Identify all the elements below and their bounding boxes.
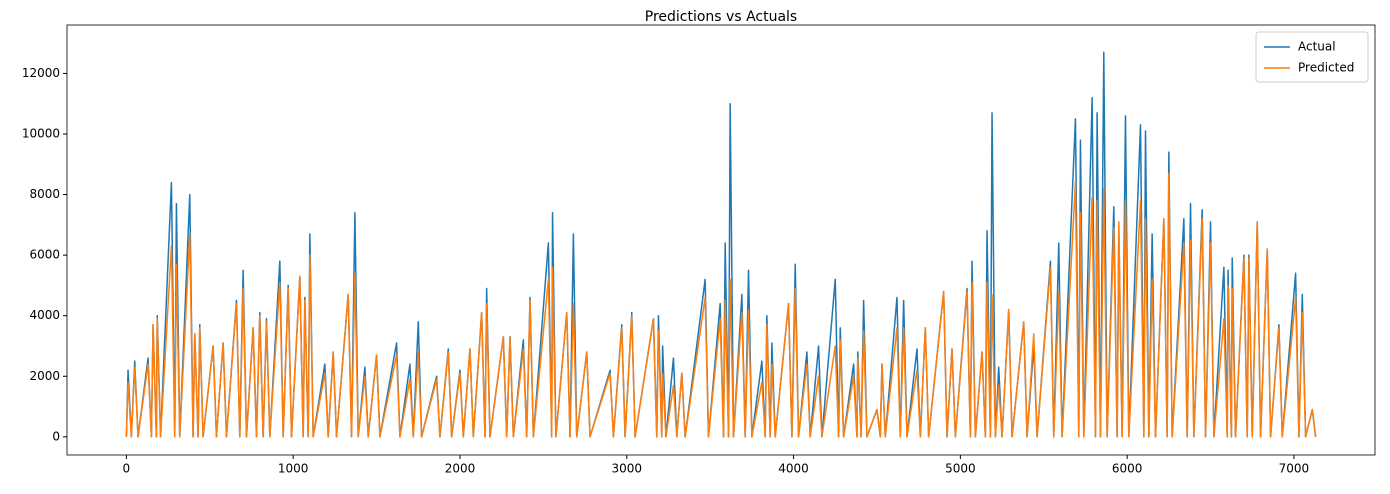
y-tick-label: 6000: [29, 248, 60, 262]
chart-title: Predictions vs Actuals: [645, 9, 797, 25]
y-tick-label: 4000: [29, 308, 60, 322]
x-tick-label: 2000: [445, 462, 476, 476]
plot-frame: [66, 24, 1376, 456]
x-tick-label: 0: [123, 462, 131, 476]
legend-label: Actual: [1298, 40, 1336, 54]
x-tick-label: 4000: [778, 462, 809, 476]
x-tick-label: 5000: [945, 462, 976, 476]
x-tick-label: 6000: [1112, 462, 1143, 476]
y-tick-label: 10000: [22, 127, 60, 141]
y-tick-label: 2000: [29, 369, 60, 383]
legend-box: [1255, 31, 1369, 83]
y-tick-label: 12000: [22, 66, 60, 80]
y-tick-label: 8000: [29, 187, 60, 201]
x-tick-label: 3000: [611, 462, 642, 476]
legend-label: Predicted: [1298, 61, 1354, 75]
series-line: [125, 172, 1317, 438]
y-tick-label: 0: [52, 429, 60, 443]
series-line: [125, 51, 1317, 438]
x-tick-label: 7000: [1279, 462, 1310, 476]
x-tick-label: 1000: [278, 462, 309, 476]
